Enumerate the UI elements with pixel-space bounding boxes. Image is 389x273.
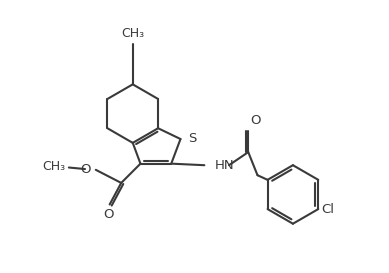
Text: O: O: [80, 162, 90, 176]
Text: Cl: Cl: [321, 203, 334, 216]
Text: CH₃: CH₃: [43, 160, 66, 173]
Text: O: O: [251, 114, 261, 127]
Text: HN: HN: [215, 159, 235, 172]
Text: O: O: [103, 208, 114, 221]
Text: S: S: [188, 132, 196, 145]
Text: CH₃: CH₃: [121, 27, 144, 40]
